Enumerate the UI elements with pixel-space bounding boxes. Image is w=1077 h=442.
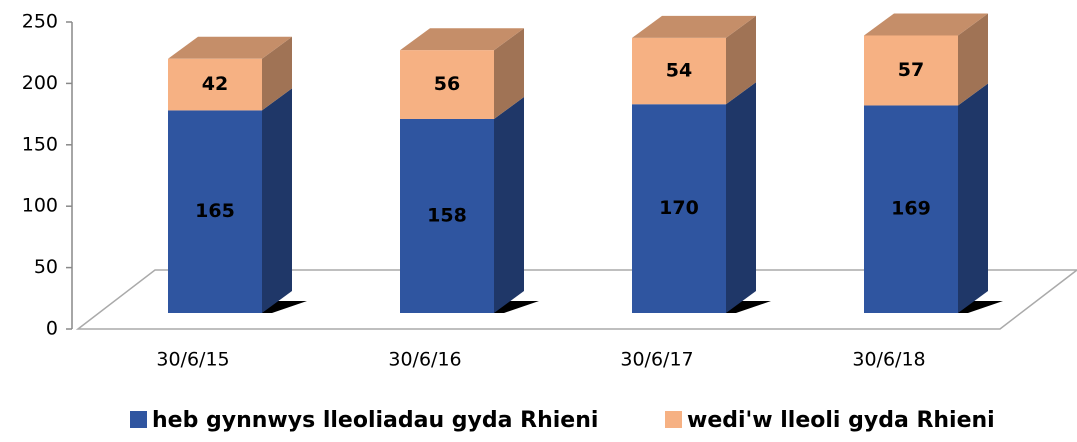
value-label: 42 bbox=[202, 73, 228, 95]
bar-segment bbox=[632, 37, 726, 105]
value-label: 169 bbox=[891, 198, 931, 220]
x-tick-label: 30/6/18 bbox=[852, 349, 925, 371]
value-label: 165 bbox=[195, 200, 235, 222]
value-label: 54 bbox=[666, 60, 692, 82]
floor bbox=[75, 269, 1077, 330]
bar-segment bbox=[632, 104, 726, 314]
y-tick-label: 200 bbox=[22, 72, 58, 94]
x-tick-label: 30/6/17 bbox=[620, 349, 693, 371]
legend-label: heb gynnwys lleoliadau gyda Rhieni bbox=[152, 408, 598, 433]
bar-top bbox=[864, 13, 988, 36]
bar-segment bbox=[400, 50, 494, 119]
bar-side bbox=[726, 15, 756, 105]
bar-segment bbox=[168, 110, 262, 313]
value-label: 56 bbox=[434, 73, 460, 95]
y-tick-label: 50 bbox=[34, 256, 58, 278]
bar-segment bbox=[400, 118, 494, 313]
bar-segment bbox=[168, 58, 262, 111]
bar-top bbox=[632, 15, 756, 38]
x-tick-label: 30/6/16 bbox=[388, 349, 461, 371]
y-tick-label: 150 bbox=[22, 133, 58, 155]
x-tick-label: 30/6/15 bbox=[156, 349, 229, 371]
bar-side bbox=[262, 36, 292, 111]
bar-top bbox=[168, 36, 292, 59]
legend-swatch bbox=[130, 411, 147, 428]
value-label: 158 bbox=[427, 204, 467, 226]
y-tick-label: 250 bbox=[22, 11, 58, 33]
bar-side bbox=[958, 83, 988, 313]
bar-segment bbox=[864, 35, 958, 106]
y-tick-label: 0 bbox=[46, 318, 58, 340]
y-tick-label: 100 bbox=[22, 195, 58, 217]
bar-top bbox=[400, 28, 524, 51]
bar-segment bbox=[864, 105, 958, 313]
value-label: 170 bbox=[659, 197, 699, 219]
legend-label: wedi'w lleoli gyda Rhieni bbox=[687, 408, 995, 433]
bar-side bbox=[262, 88, 292, 313]
value-label: 57 bbox=[898, 59, 924, 81]
bar-side bbox=[958, 13, 988, 106]
bar-side bbox=[494, 96, 524, 313]
bar-side bbox=[494, 28, 524, 119]
legend-swatch bbox=[665, 411, 682, 428]
bar-side bbox=[726, 82, 756, 314]
